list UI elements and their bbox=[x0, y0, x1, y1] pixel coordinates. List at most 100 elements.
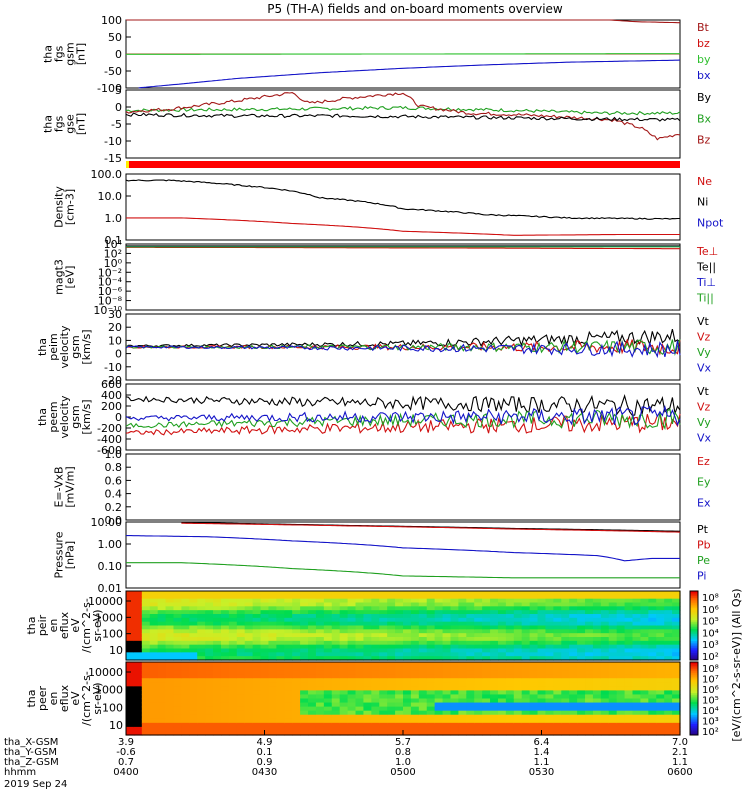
spectrogram-cell bbox=[577, 674, 586, 679]
spectrogram-cell bbox=[616, 694, 626, 700]
spectrogram-cell bbox=[592, 706, 602, 712]
series-Pb-line bbox=[181, 522, 681, 533]
spectrogram-cell bbox=[505, 714, 515, 720]
spectrogram-cell bbox=[379, 690, 388, 696]
spectrogram-cell bbox=[133, 698, 143, 704]
spectrogram-cell bbox=[490, 617, 499, 623]
spectrogram-cell bbox=[276, 644, 285, 650]
spectrogram-cell bbox=[347, 666, 357, 671]
spectrogram-cell bbox=[403, 656, 412, 661]
spectrogram-cell bbox=[395, 662, 404, 667]
spectrogram-cell bbox=[490, 730, 499, 736]
spectrogram-cell bbox=[458, 662, 467, 667]
spectrogram-cell bbox=[482, 706, 491, 712]
spectrogram-cell bbox=[434, 690, 444, 696]
spectrogram-cell bbox=[371, 594, 380, 600]
spectrogram-cell bbox=[157, 694, 167, 700]
panel-peir_eflux: 10000100010010thapeirenefluxeV/(cm^2-s-s… bbox=[25, 590, 681, 661]
spectrogram-cell bbox=[308, 640, 317, 646]
spectrogram-cell bbox=[442, 726, 452, 732]
spectrogram-cell bbox=[664, 625, 673, 630]
spectrogram-cell bbox=[189, 710, 198, 716]
x-tick-value: 1.1 bbox=[534, 757, 550, 768]
spectrogram-cell bbox=[418, 694, 428, 700]
spectrogram-cell bbox=[640, 722, 649, 728]
spectrogram-cell bbox=[387, 610, 396, 615]
spectrogram-cell bbox=[474, 610, 483, 615]
spectrogram-cell bbox=[355, 706, 365, 712]
spectrogram-cell bbox=[418, 644, 428, 650]
y-tick-label: 30 bbox=[108, 308, 122, 321]
spectrogram-cell bbox=[220, 682, 230, 687]
y-tick-label: 10 bbox=[109, 719, 123, 732]
spectrogram-cell bbox=[276, 726, 285, 732]
y-axis-label-line: [km/s] bbox=[80, 329, 93, 364]
spectrogram-cell bbox=[521, 610, 531, 615]
spectrogram-cell bbox=[141, 670, 151, 675]
spectrogram-cell bbox=[284, 644, 293, 650]
spectrogram-cell bbox=[656, 718, 665, 724]
spectrogram-cell bbox=[592, 629, 602, 634]
spectrogram-cell bbox=[197, 594, 206, 600]
spectrogram-cell bbox=[347, 621, 357, 627]
spectrogram-cell bbox=[585, 652, 594, 657]
spectrogram-cell bbox=[260, 698, 270, 704]
spectrogram-cell bbox=[545, 690, 554, 696]
spectrogram-cell bbox=[252, 714, 262, 720]
spectrogram-cell bbox=[197, 652, 206, 657]
spectrogram-cell bbox=[577, 633, 586, 638]
colorbar-swatch bbox=[690, 654, 698, 658]
spectrogram-cell bbox=[149, 602, 159, 607]
colorbar-swatch bbox=[690, 713, 698, 716]
spectrogram-cell bbox=[141, 614, 151, 619]
spectrogram-cell bbox=[553, 617, 562, 623]
spectrogram-cell bbox=[537, 656, 547, 661]
spectrogram-cell bbox=[529, 591, 539, 596]
spectrogram-cell bbox=[339, 662, 349, 667]
spectrogram-cell bbox=[355, 633, 365, 638]
spectrogram-cell bbox=[371, 698, 380, 704]
spectrogram-cell bbox=[133, 726, 143, 732]
spectrogram-cell bbox=[323, 637, 333, 642]
y-tick-label: 1.00 bbox=[98, 538, 123, 551]
panel-frame bbox=[125, 313, 681, 381]
spectrogram-cell bbox=[157, 598, 167, 604]
spectrogram-cell bbox=[236, 662, 246, 667]
spectrogram-cell bbox=[292, 666, 301, 671]
spectrogram-cell bbox=[450, 629, 459, 634]
spectrogram-cell bbox=[529, 617, 539, 623]
spectrogram-cell bbox=[276, 678, 285, 683]
spectrogram-cell bbox=[323, 678, 333, 683]
spectrogram-cell bbox=[228, 648, 238, 653]
spectrogram-cell bbox=[165, 666, 175, 671]
spectrogram-cell bbox=[181, 686, 190, 691]
colorbar-swatch bbox=[690, 632, 698, 635]
spectrogram-cell bbox=[387, 718, 396, 724]
spectrogram-cell bbox=[426, 610, 436, 615]
spectrogram-cell bbox=[355, 714, 365, 720]
spectrogram-cell bbox=[347, 652, 357, 657]
spectrogram-cell bbox=[339, 710, 349, 716]
spectrogram-cell bbox=[141, 710, 151, 716]
spectrogram-cell bbox=[466, 610, 475, 615]
spectrogram-cell bbox=[355, 710, 365, 716]
spectrogram-cell bbox=[521, 690, 531, 696]
spectrogram-cell bbox=[276, 629, 285, 634]
spectrogram-cell bbox=[395, 730, 404, 736]
spectrogram-cell bbox=[292, 710, 301, 716]
spectrogram-cell bbox=[648, 610, 657, 615]
spectrogram-cell bbox=[592, 674, 602, 679]
spectrogram-cell bbox=[276, 606, 285, 611]
spectrogram-cell bbox=[181, 610, 190, 615]
spectrogram-cell bbox=[482, 690, 491, 696]
spectrogram-cell bbox=[260, 614, 270, 619]
spectrogram-cell bbox=[205, 714, 214, 720]
spectrogram-cell bbox=[561, 726, 570, 732]
spectrogram-cell bbox=[553, 682, 562, 687]
spectrogram-cell bbox=[205, 602, 214, 607]
spectrogram-cell bbox=[213, 686, 222, 691]
spectrogram-cell bbox=[363, 633, 372, 638]
spectrogram-cell bbox=[331, 625, 341, 630]
spectrogram-cell bbox=[173, 594, 182, 600]
spectrogram-cell bbox=[205, 617, 214, 623]
